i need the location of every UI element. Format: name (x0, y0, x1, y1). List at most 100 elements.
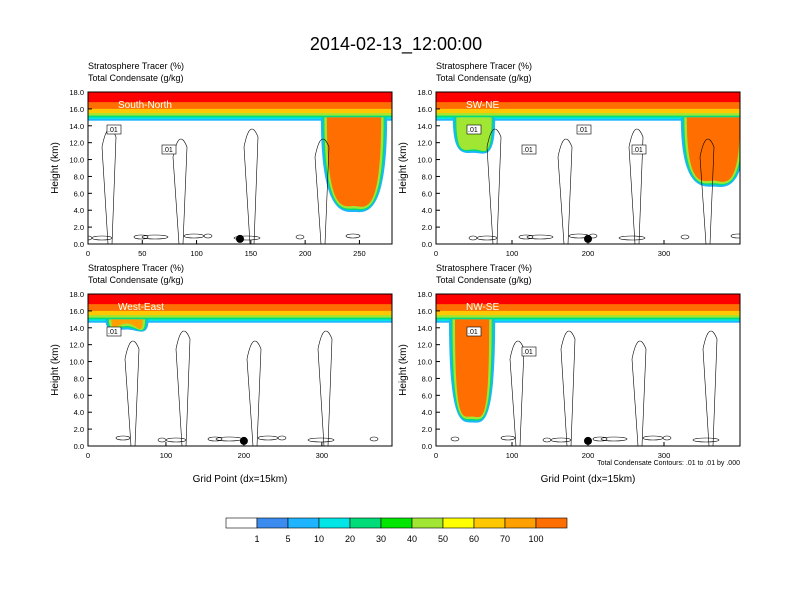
field2-label: Total Condensate (g/kg) (88, 73, 184, 83)
x-tick-label: 100 (506, 249, 519, 258)
y-tick-label: 2.0 (74, 223, 84, 232)
y-axis-label: Height (km) (50, 142, 61, 194)
y-tick-label: 12.0 (417, 341, 432, 350)
colorbar-label: 5 (285, 534, 290, 544)
panel-1: Stratosphere Tracer (%) Total Condensate … (50, 61, 393, 258)
x-axis-label: Grid Point (dx=15km) (193, 474, 288, 485)
colorbar-swatch (256, 517, 289, 529)
contour-label: .01 (578, 127, 588, 134)
section-label: SW-NE (466, 100, 499, 111)
tracer-intrusion (686, 117, 740, 182)
colorbar-swatch (473, 517, 506, 529)
colorbar-label: 40 (407, 534, 417, 544)
y-axis-label: Height (km) (50, 344, 61, 396)
y-tick-label: 6.0 (422, 189, 432, 198)
y-tick-label: 6.0 (74, 189, 84, 198)
colorbar-swatch (287, 517, 320, 529)
field2-label: Total Condensate (g/kg) (88, 275, 184, 285)
colorbar-label: 100 (528, 534, 543, 544)
tracer-intrusion (111, 319, 143, 330)
section-label: West-East (118, 302, 164, 313)
x-tick-label: 300 (658, 249, 671, 258)
panel-4: Stratosphere Tracer (%) Total Condensate … (398, 263, 741, 485)
x-tick-label: 100 (506, 451, 519, 460)
y-tick-label: 8.0 (74, 374, 84, 383)
contour-label-box (106, 326, 122, 337)
x-tick-label: 250 (353, 249, 366, 258)
condensate-contours (88, 128, 361, 244)
main-title: 2014-02-13_12:00:00 (310, 34, 482, 55)
y-tick-label: 2.0 (422, 223, 432, 232)
contour-label: .01 (108, 329, 118, 336)
tracer-field: .01 .01 .01 .01 (436, 92, 740, 244)
field1-label: Stratosphere Tracer (%) (436, 263, 532, 273)
y-tick-label: 2.0 (422, 425, 432, 434)
x-tick-label: 0 (434, 249, 438, 258)
y-tick-label: 12.0 (69, 139, 84, 148)
x-tick-label: 300 (316, 451, 329, 460)
y-tick-label: 0.0 (422, 442, 432, 451)
colorbar-swatch (535, 517, 568, 529)
location-marker (239, 436, 248, 445)
contour-label: .01 (523, 147, 533, 154)
colorbar-label: 60 (469, 534, 479, 544)
contour-label-box (521, 346, 537, 357)
contour-label: .01 (523, 349, 533, 356)
panel-2: Stratosphere Tracer (%) Total Condensate … (398, 61, 741, 258)
y-tick-label: 8.0 (74, 172, 84, 181)
contour-label-box (521, 144, 537, 155)
y-tick-label: 16.0 (69, 105, 84, 114)
y-tick-label: 2.0 (74, 425, 84, 434)
y-tick-label: 16.0 (417, 307, 432, 316)
contour-note: Total Condensate Contours: .01 to .01 by… (597, 460, 740, 467)
y-tick-label: 0.0 (74, 240, 84, 249)
contour-label: .01 (633, 147, 643, 154)
section-label: South-North (118, 100, 172, 111)
x-tick-label: 0 (86, 451, 90, 460)
y-tick-label: 14.0 (69, 324, 84, 333)
tracer-layer (436, 92, 740, 103)
y-tick-label: 10.0 (417, 156, 432, 165)
colorbar-label: 30 (376, 534, 386, 544)
field1-label: Stratosphere Tracer (%) (88, 263, 184, 273)
contour-label-box (631, 144, 647, 155)
colorbar-label: 50 (438, 534, 448, 544)
y-tick-label: 14.0 (417, 324, 432, 333)
y-tick-label: 10.0 (69, 358, 84, 367)
condensate-contours (468, 128, 740, 244)
tracer-field: .01 (88, 294, 392, 446)
x-tick-label: 100 (190, 249, 203, 258)
contour-label-box (106, 124, 122, 135)
tracer-field: .01 .01 (436, 294, 740, 446)
contour-label-box (466, 124, 482, 135)
colorbar-label: 20 (345, 534, 355, 544)
y-tick-label: 4.0 (74, 206, 84, 215)
location-marker (236, 234, 244, 243)
y-tick-label: 18.0 (417, 88, 432, 97)
field1-label: Stratosphere Tracer (%) (88, 61, 184, 71)
x-tick-label: 50 (138, 249, 146, 258)
y-tick-label: 18.0 (417, 290, 432, 299)
plot-frame (87, 293, 393, 447)
y-tick-label: 8.0 (422, 172, 432, 181)
y-tick-label: 4.0 (74, 408, 84, 417)
contour-label-box (466, 326, 482, 337)
plot-frame (87, 91, 393, 245)
y-tick-label: 18.0 (69, 290, 84, 299)
contour-label: .01 (163, 147, 173, 154)
x-tick-label: 200 (582, 451, 595, 460)
y-tick-label: 6.0 (74, 391, 84, 400)
x-tick-label: 100 (160, 451, 173, 460)
tracer-intrusion (326, 117, 382, 207)
y-tick-label: 4.0 (422, 206, 432, 215)
field2-label: Total Condensate (g/kg) (436, 73, 532, 83)
section-label: NW-SE (466, 302, 499, 313)
colorbar-swatch (504, 517, 537, 529)
tracer-field: .01 .01 (88, 92, 392, 244)
contour-label: .01 (108, 127, 118, 134)
contour-label-box (161, 144, 177, 155)
x-tick-label: 300 (658, 451, 671, 460)
condensate-contours (450, 330, 720, 446)
colorbar-swatch (349, 517, 382, 529)
